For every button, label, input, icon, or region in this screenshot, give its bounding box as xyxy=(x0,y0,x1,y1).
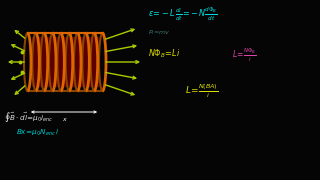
Text: $\oint \vec{B}\cdot d\vec{l}\!=\!\mu_0 i_{enc}$: $\oint \vec{B}\cdot d\vec{l}\!=\!\mu_0 i… xyxy=(4,110,54,124)
Text: $P_i\!=\!mv$: $P_i\!=\!mv$ xyxy=(148,28,171,37)
Bar xyxy=(31,37,99,87)
Text: $Bx\!=\!\mu_0 N_{enc}\,i$: $Bx\!=\!\mu_0 N_{enc}\,i$ xyxy=(16,128,60,138)
Text: x: x xyxy=(62,117,66,122)
Text: $L\!=\!\frac{N(BA)}{i}$: $L\!=\!\frac{N(BA)}{i}$ xyxy=(185,83,218,100)
Text: $N\Phi_B\!=\!Li$: $N\Phi_B\!=\!Li$ xyxy=(148,47,180,60)
Text: $\varepsilon\!=\!-L\,\frac{di}{dt}\!=\!-N\frac{d\Phi_B}{dt}$: $\varepsilon\!=\!-L\,\frac{di}{dt}\!=\!-… xyxy=(148,6,218,23)
Text: $L\!=\!\frac{N\Phi_B}{i}$: $L\!=\!\frac{N\Phi_B}{i}$ xyxy=(232,47,256,64)
